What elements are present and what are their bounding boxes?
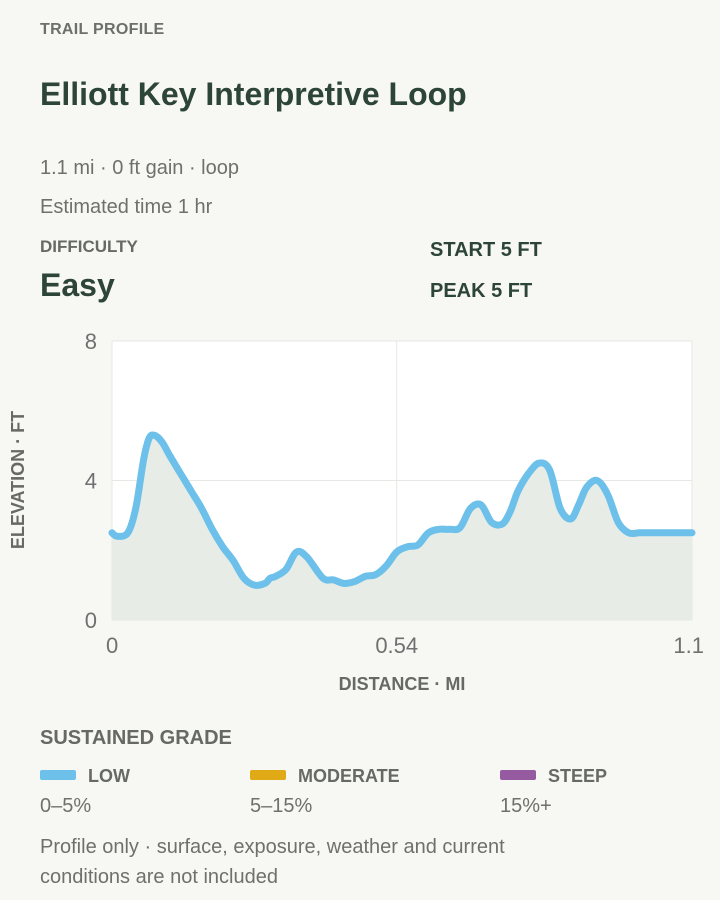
difficulty-label: DIFFICULTY [40, 237, 138, 256]
legend-range-steep: 15%+ [500, 795, 552, 817]
legend-range-low: 0–5% [40, 795, 92, 817]
trail-title: Elliott Key Interpretive Loop [40, 76, 467, 112]
elevation-line [108, 431, 696, 589]
x-tick-label-1: 0.54 [375, 633, 418, 658]
start-elevation: START 5 FT [430, 239, 542, 261]
legend-title: SUSTAINED GRADE [40, 727, 232, 749]
x-axis-ticks: 0 0.54 1.1 [106, 633, 704, 658]
legend-range-moderate: 5–15% [250, 795, 313, 817]
y-tick-label-0: 0 [85, 608, 97, 633]
estimated-time: Estimated time 1 hr [40, 196, 213, 218]
elevation-chart: 0 4 8 0 0.54 1.1 DISTANCE · MI ELEVATION · F… [8, 329, 704, 694]
x-axis-label: DISTANCE · MI [339, 674, 466, 694]
y-tick-label-2: 8 [85, 329, 97, 354]
legend-name-moderate: MODERATE [298, 766, 400, 786]
legend-swatch-moderate [250, 769, 286, 780]
eyebrow-label: TRAIL PROFILE [40, 21, 165, 38]
legend-item-steep: STEEP 15%+ [500, 766, 607, 817]
legend-name-steep: STEEP [548, 766, 608, 786]
legend-item-low: LOW 0–5% [40, 766, 130, 817]
legend-name-low: LOW [88, 766, 130, 786]
difficulty-value: Easy [40, 267, 115, 303]
y-axis-label: ELEVATION · FT [8, 411, 28, 549]
peak-elevation: PEAK 5 FT [430, 280, 533, 302]
x-tick-label-0: 0 [106, 633, 118, 658]
legend-item-moderate: MODERATE 5–15% [250, 766, 400, 817]
disclaimer-note: Profile only · surface, exposure, weathe… [40, 836, 505, 888]
elevation-area [112, 434, 692, 620]
legend-swatch-steep [500, 769, 536, 780]
trail-summary: 1.1 mi · 0 ft gain · loop [40, 157, 239, 179]
legend-swatch-low [40, 769, 76, 780]
x-tick-label-2: 1.1 [673, 633, 704, 658]
y-axis-ticks: 0 4 8 [85, 329, 97, 633]
y-tick-label-1: 4 [85, 469, 97, 494]
